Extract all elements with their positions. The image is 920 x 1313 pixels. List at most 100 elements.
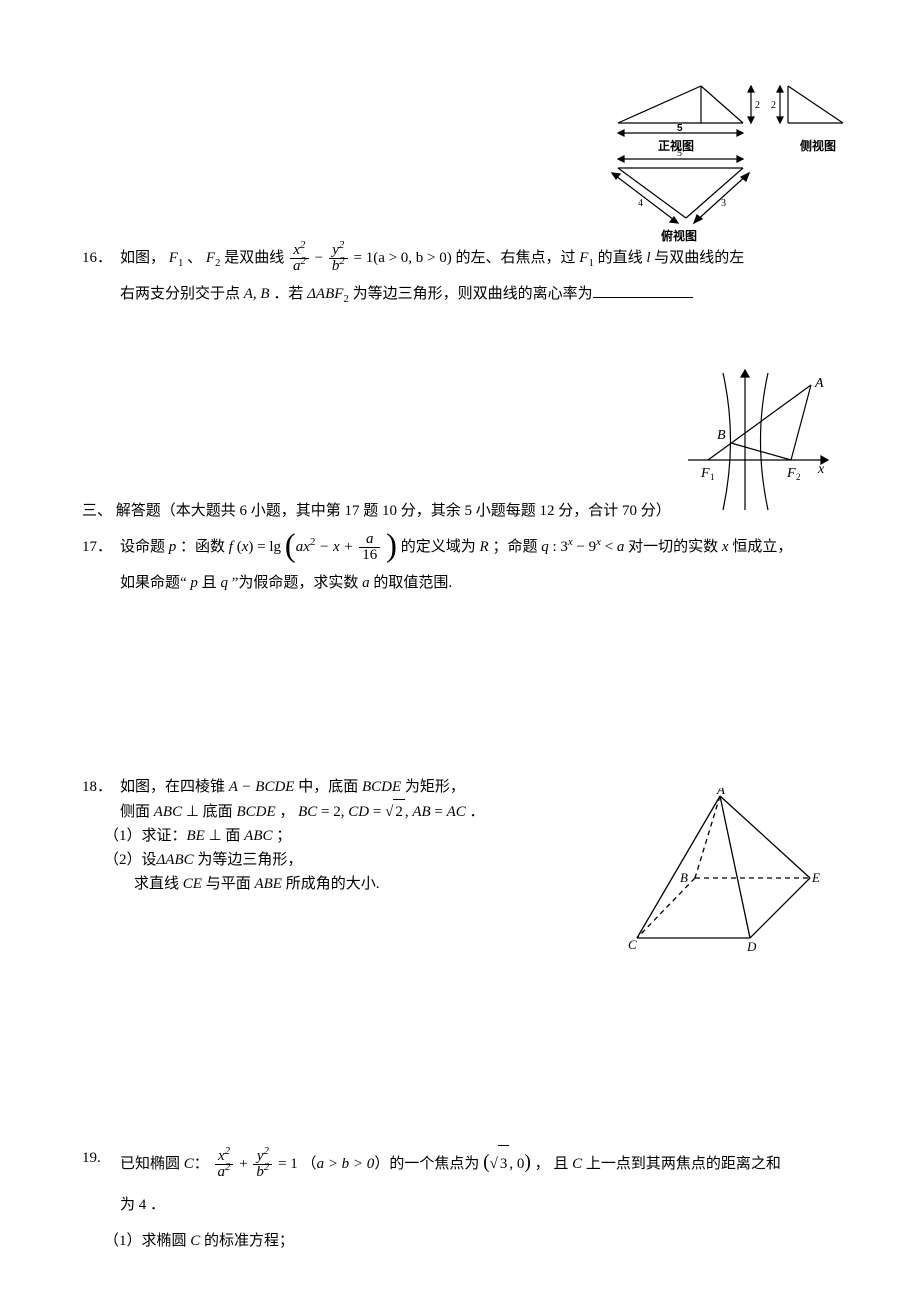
t: y bbox=[332, 242, 339, 258]
hyperbola-figure: A B F1 F2 x bbox=[683, 365, 833, 515]
answer-blank bbox=[593, 282, 693, 298]
t: F bbox=[206, 250, 215, 266]
t: ax bbox=[296, 539, 310, 555]
t: = 1(a > 0, b > 0) bbox=[353, 250, 451, 266]
t: = lg bbox=[257, 539, 281, 555]
t: ABC bbox=[244, 828, 272, 844]
t: ． bbox=[146, 1197, 165, 1213]
svg-text:5: 5 bbox=[677, 123, 683, 134]
t: q bbox=[541, 539, 549, 555]
t: ： bbox=[194, 1156, 209, 1172]
t: f bbox=[229, 539, 237, 555]
t: 、 bbox=[187, 250, 202, 266]
t: ． bbox=[466, 804, 485, 820]
t: （2）设 bbox=[104, 852, 157, 868]
svg-text:1: 1 bbox=[710, 472, 715, 482]
t: （1）求证： bbox=[104, 828, 187, 844]
t: : 3 bbox=[552, 539, 567, 555]
t: BCDE bbox=[362, 779, 401, 795]
svg-text:3: 3 bbox=[721, 198, 726, 209]
t: ) bbox=[248, 539, 253, 555]
t: 与双曲线的左 bbox=[651, 250, 745, 266]
t: 如图，在四棱锥 bbox=[120, 779, 229, 795]
t: q bbox=[220, 575, 228, 591]
problem-17: 17． 设命题 p ：函数 f (x) = lg (ax2 − x + a16 … bbox=[82, 529, 852, 601]
t: 的标准方程； bbox=[200, 1233, 294, 1249]
t: 的直线 bbox=[598, 250, 647, 266]
t: 的取值范围. bbox=[370, 575, 453, 591]
svg-text:x: x bbox=[817, 462, 825, 477]
t: （1）求椭圆 bbox=[104, 1233, 190, 1249]
t: ABC bbox=[154, 804, 182, 820]
t: （ bbox=[302, 1156, 317, 1172]
svg-text:B: B bbox=[717, 428, 726, 443]
t: 如图， bbox=[120, 250, 165, 266]
t: x bbox=[218, 1148, 225, 1164]
t: − x + bbox=[315, 539, 357, 555]
p16-num: 16． bbox=[82, 240, 112, 276]
t: 为等边三角形，则双曲线的离心率为 bbox=[353, 286, 593, 302]
t: R bbox=[480, 539, 489, 555]
t: 与平面 bbox=[202, 876, 255, 892]
t: 且 bbox=[198, 575, 221, 591]
t: 三、 解答题（本大题共 6 小题，其中第 17 题 10 分，其余 5 小题每题… bbox=[82, 503, 671, 519]
t: = bbox=[369, 804, 385, 820]
t: x bbox=[596, 536, 601, 548]
svg-text:4: 4 bbox=[638, 198, 643, 209]
t: ABE bbox=[254, 876, 282, 892]
t: 16 bbox=[359, 547, 380, 563]
t: 对一切的实数 bbox=[628, 539, 722, 555]
t: = 2, bbox=[317, 804, 348, 820]
svg-text:A: A bbox=[814, 376, 824, 391]
t: ．若 bbox=[270, 286, 308, 302]
t: ”为假命题，求实数 bbox=[228, 575, 362, 591]
p18-num: 18． bbox=[82, 775, 112, 799]
t: A, B bbox=[244, 286, 270, 302]
t: a bbox=[218, 1164, 226, 1180]
t: x bbox=[722, 539, 729, 555]
t: 中，底面 bbox=[294, 779, 362, 795]
t: 的左、右焦点，过 bbox=[456, 250, 580, 266]
t: 如果命题“ bbox=[120, 575, 190, 591]
t: ΔABF bbox=[307, 286, 343, 302]
p17-num: 17． bbox=[82, 529, 112, 565]
t: ⊥ 面 bbox=[205, 828, 244, 844]
t: ：函数 bbox=[176, 539, 229, 555]
t: y bbox=[257, 1148, 264, 1164]
t: C bbox=[190, 1233, 200, 1249]
t: 为 bbox=[120, 1197, 139, 1213]
t: b bbox=[256, 1164, 264, 1180]
t: F bbox=[169, 250, 178, 266]
t: ；命题 bbox=[489, 539, 542, 555]
t: a bbox=[359, 532, 380, 547]
t: 2 bbox=[215, 257, 220, 269]
t: 是双曲线 bbox=[224, 250, 284, 266]
problem-16: 16． 如图， F1 、 F2 是双曲线 x2a2 − y2b2 = 1(a >… bbox=[82, 240, 852, 312]
svg-text:F: F bbox=[700, 466, 710, 481]
t: , 0 bbox=[509, 1156, 524, 1172]
t: C bbox=[572, 1156, 582, 1172]
t: ； bbox=[273, 828, 292, 844]
svg-text:侧视图: 侧视图 bbox=[800, 138, 836, 153]
t: ) bbox=[524, 1152, 531, 1173]
t: 上一点到其两焦点的距离之和 bbox=[582, 1156, 781, 1172]
t: A − BCDE bbox=[229, 779, 295, 795]
t: C bbox=[184, 1156, 194, 1172]
t: ， bbox=[276, 804, 299, 820]
svg-text:2: 2 bbox=[796, 472, 801, 482]
svg-text:2: 2 bbox=[755, 100, 760, 111]
svg-text:D: D bbox=[746, 939, 757, 953]
t: 1 bbox=[178, 257, 183, 269]
t: ）的一个焦点为 bbox=[374, 1156, 479, 1172]
t: 为等边三角形， bbox=[194, 852, 303, 868]
p19-num: 19. bbox=[82, 1140, 101, 1176]
t: a bbox=[362, 575, 370, 591]
t: a > b > 0 bbox=[317, 1156, 375, 1172]
t: 侧面 bbox=[120, 804, 154, 820]
t: x bbox=[568, 536, 573, 548]
t: 2 bbox=[393, 799, 405, 824]
t: − 9 bbox=[576, 539, 596, 555]
t: AC bbox=[447, 804, 466, 820]
svg-text:F: F bbox=[786, 466, 796, 481]
t: a bbox=[617, 539, 625, 555]
